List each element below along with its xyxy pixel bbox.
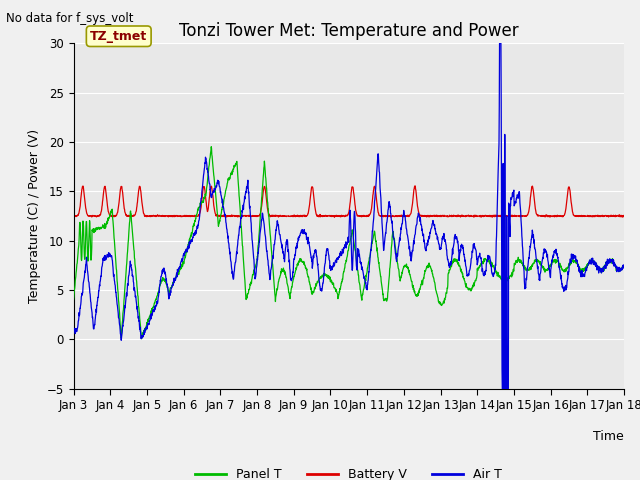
- Panel T: [605, 259, 612, 264]
- Air T: [496, 40, 504, 46]
- Y-axis label: Temperature (C) / Power (V): Temperature (C) / Power (V): [28, 129, 41, 303]
- Line: Battery V: Battery V: [74, 186, 624, 217]
- Battery V: [98, 206, 106, 212]
- Battery V: [411, 183, 419, 189]
- Battery V: [338, 212, 346, 218]
- Battery V: [605, 214, 612, 220]
- Battery V: [70, 214, 77, 219]
- Air T: [605, 261, 612, 266]
- Text: TZ_tmet: TZ_tmet: [90, 30, 147, 43]
- Air T: [604, 259, 612, 264]
- Line: Panel T: Panel T: [74, 147, 624, 339]
- Text: No data for f_sys_volt: No data for f_sys_volt: [6, 12, 134, 25]
- Battery V: [620, 213, 628, 219]
- Legend: Panel T, Battery V, Air T: Panel T, Battery V, Air T: [190, 463, 508, 480]
- Air T: [620, 264, 628, 270]
- Panel T: [138, 336, 145, 342]
- Panel T: [620, 263, 628, 269]
- Panel T: [207, 144, 215, 150]
- Title: Tonzi Tower Met: Temperature and Power: Tonzi Tower Met: Temperature and Power: [179, 22, 518, 40]
- Battery V: [604, 213, 612, 219]
- Air T: [504, 386, 511, 392]
- Panel T: [323, 274, 331, 280]
- Air T: [499, 386, 506, 392]
- Panel T: [504, 278, 511, 284]
- Line: Air T: Air T: [74, 43, 624, 389]
- Air T: [70, 328, 77, 334]
- Battery V: [330, 214, 338, 220]
- Battery V: [504, 214, 511, 219]
- Panel T: [70, 297, 77, 302]
- Panel T: [338, 279, 346, 285]
- Battery V: [323, 213, 330, 218]
- Air T: [323, 247, 330, 253]
- Text: Time: Time: [593, 430, 624, 443]
- Air T: [98, 265, 106, 271]
- Panel T: [604, 258, 612, 264]
- Panel T: [98, 225, 106, 230]
- Air T: [337, 252, 345, 257]
